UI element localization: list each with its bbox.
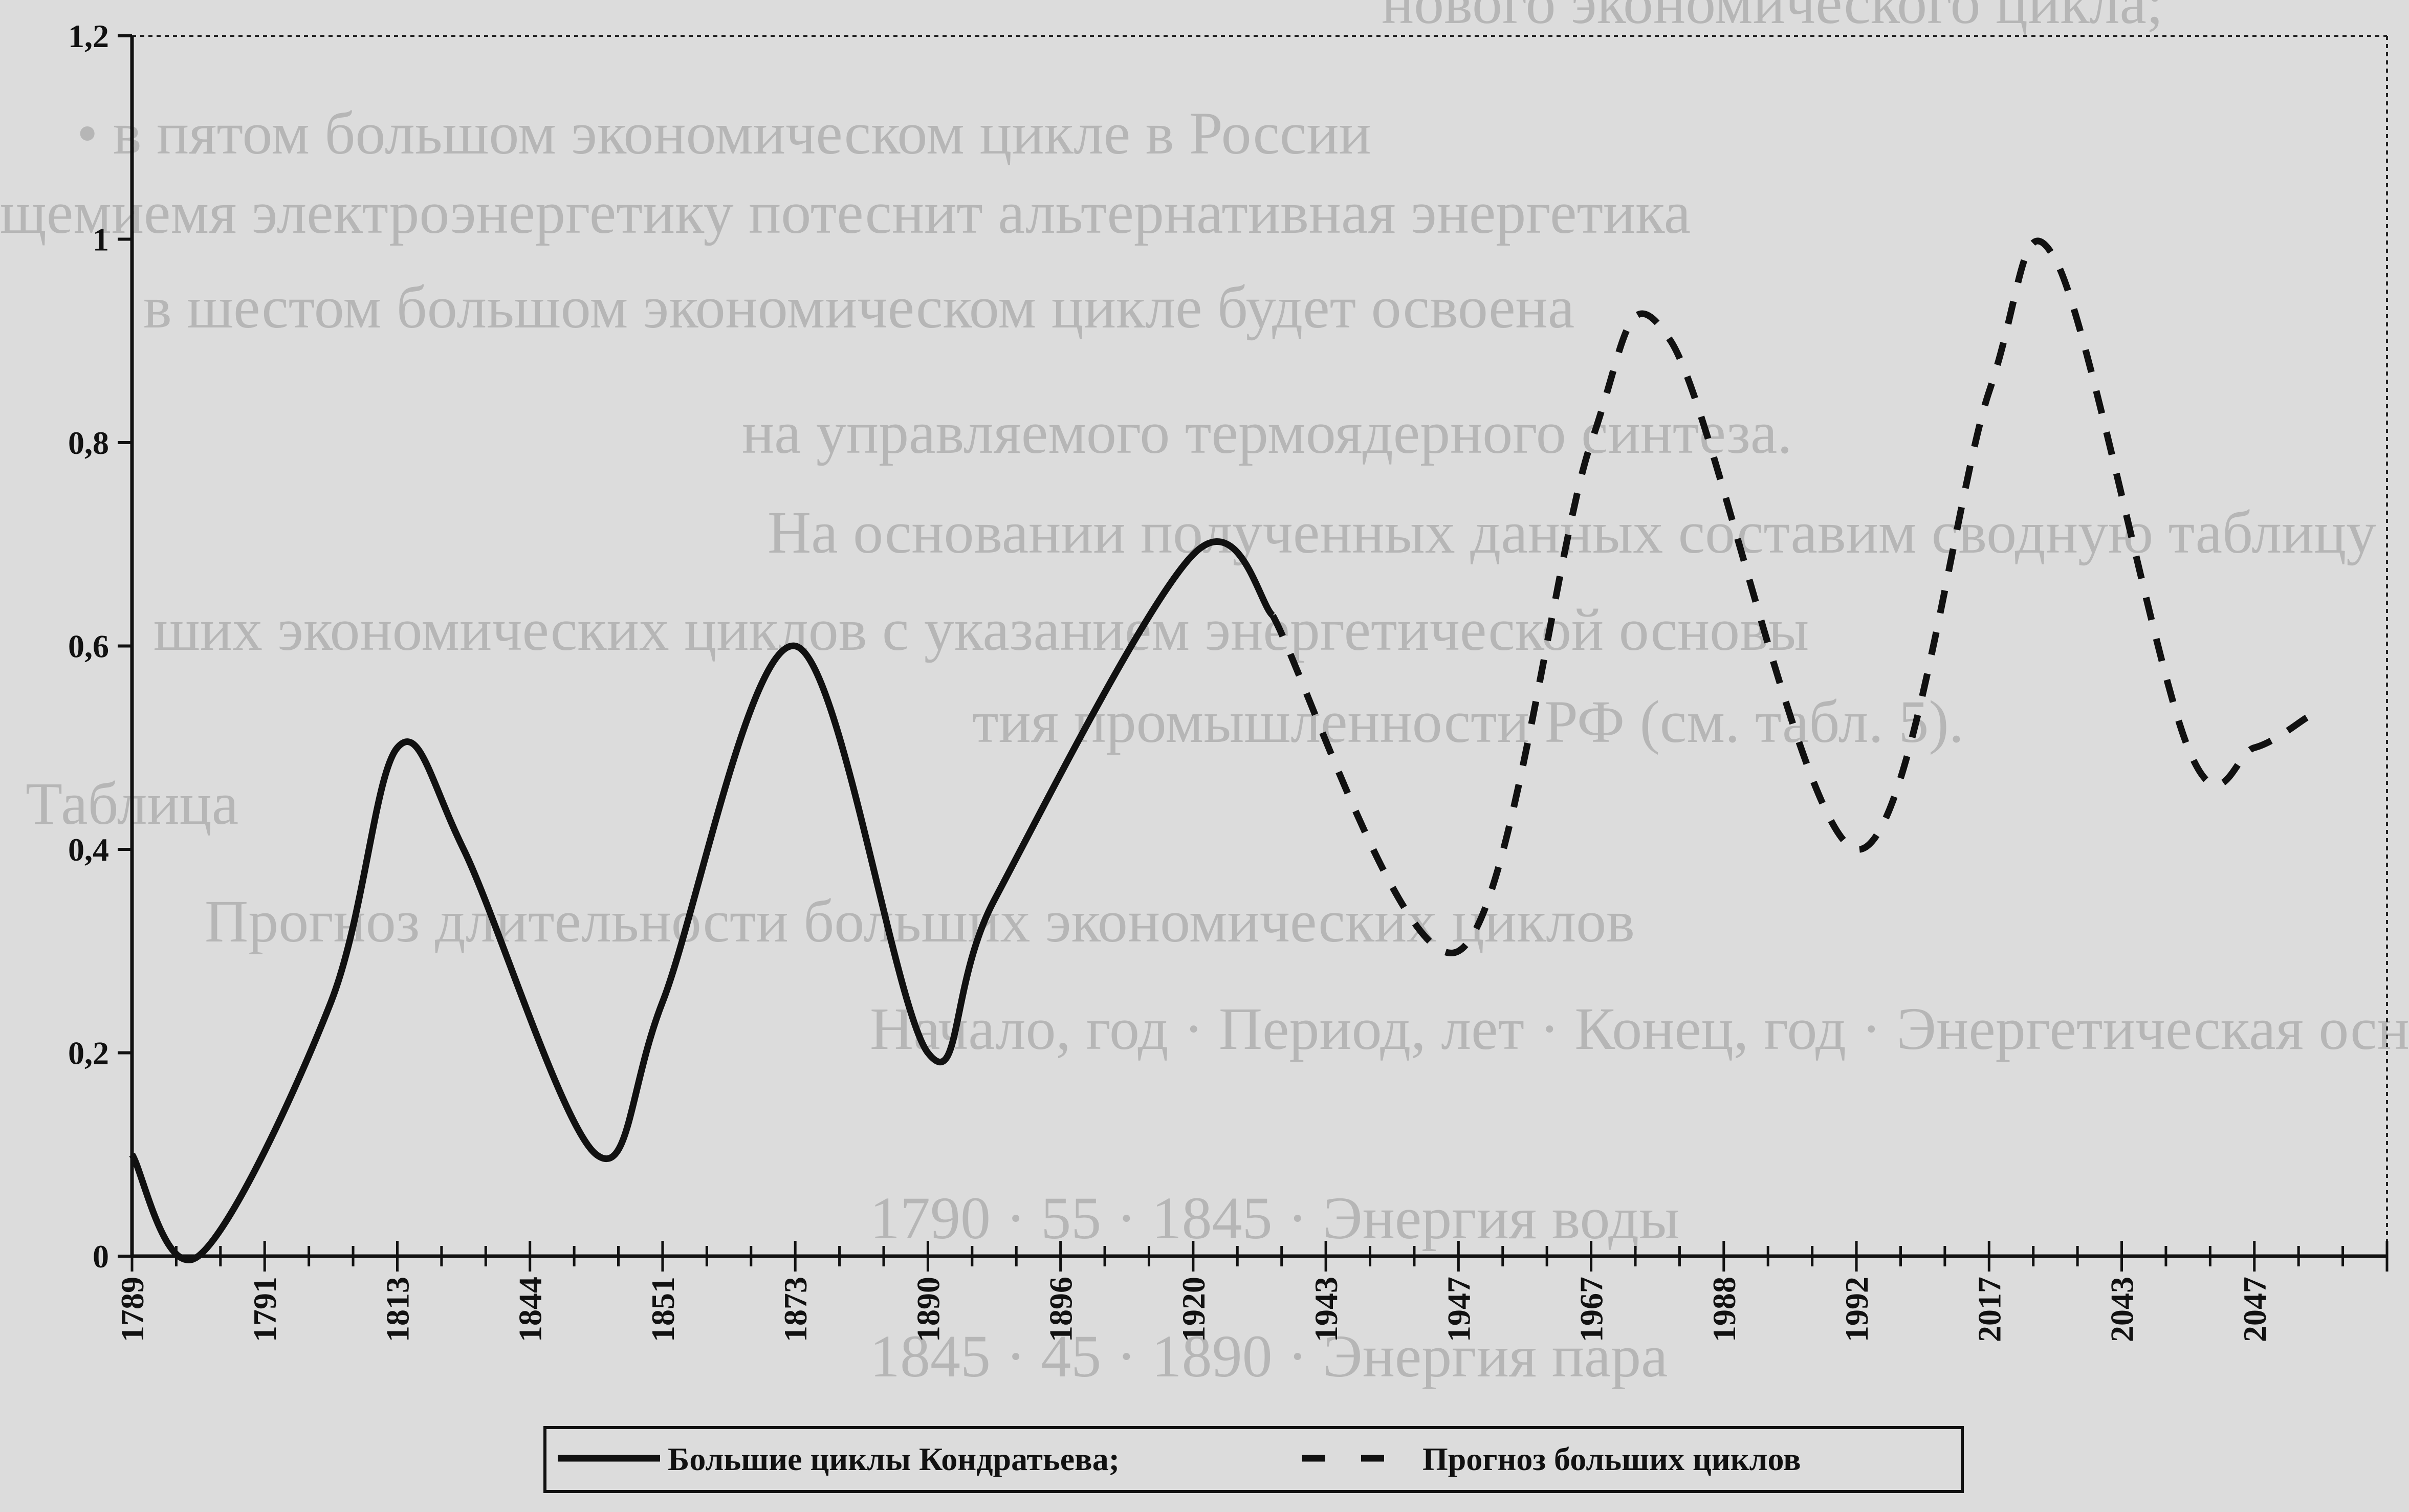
x-tick-label: 1920 <box>1175 1277 1212 1342</box>
background-bleed-text: нового экономического цикла; • в пятом бо… <box>0 0 2409 1390</box>
legend-box <box>543 1426 1964 1493</box>
x-tick-label: 1873 <box>777 1277 814 1342</box>
axes: 0 0,2 0,4 0,6 0,8 1 1,2 1789 1791 1813 1844 1851 187… <box>68 18 2389 1342</box>
x-tick-label: 1943 <box>1308 1277 1344 1342</box>
y-tick-label: 1 <box>93 222 109 258</box>
background-text-line: на управляемого термоядерного синтеза. <box>742 399 1792 466</box>
x-tick-label: 2017 <box>1971 1277 2007 1342</box>
x-tick-label: 1988 <box>1706 1277 1742 1342</box>
background-text-line: Начало, год · Период, лет · Конец, год ·… <box>870 995 2409 1062</box>
x-tick-label: 1844 <box>512 1277 549 1342</box>
y-tick-label: 1,2 <box>68 18 109 54</box>
x-tick-label: 2043 <box>2104 1277 2140 1342</box>
x-tick-label: 1890 <box>910 1277 946 1342</box>
y-tick-label: 0,8 <box>68 425 109 461</box>
background-text-line: нового экономического цикла; <box>1382 0 2163 36</box>
legend: Большие циклы Кондратьева; Прогноз больши… <box>543 1426 1964 1493</box>
x-tick-label: 1967 <box>1573 1277 1610 1342</box>
legend-label-kondratiev: Большие циклы Кондратьева; <box>668 1441 1120 1477</box>
y-tick-label: 0,6 <box>68 628 109 665</box>
series <box>129 237 2309 1263</box>
background-text-line: • в пятом большом экономическом цикле в … <box>77 100 1371 167</box>
x-tick-label: 1851 <box>645 1277 681 1342</box>
background-text-line: в шестом большом экономическом цикле буд… <box>143 274 1574 341</box>
background-text-line: 1845 · 45 · 1890 · Энергия пара <box>870 1323 1668 1390</box>
forecast-cycles-line <box>1269 237 2309 956</box>
background-text-line: Прогноз длительности больших экономическ… <box>205 888 1635 955</box>
y-tick-label: 0,2 <box>68 1035 109 1071</box>
background-text-line: щемиемя электроэнергетику потеснит альте… <box>0 179 1691 246</box>
background-text-line: тия промышленности РФ (см. табл. 5). <box>972 688 1964 755</box>
y-tick-label: 0,4 <box>68 831 109 868</box>
x-tick-label: 2047 <box>2237 1277 2273 1342</box>
background-text-line: 1790 · 55 · 1845 · Энергия воды <box>870 1185 1679 1252</box>
legend-label-forecast: Прогноз больших циклов <box>1422 1441 1801 1477</box>
x-tick-label: 1947 <box>1440 1277 1477 1342</box>
x-tick-label: 1992 <box>1838 1277 1875 1342</box>
x-tick-label: 1791 <box>247 1277 283 1342</box>
x-tick-label: 1813 <box>379 1277 415 1342</box>
kondratiev-cycles-line <box>129 538 1276 1263</box>
x-tick-label: 1896 <box>1043 1277 1079 1342</box>
y-tick-label: 0 <box>93 1238 109 1275</box>
x-tick-label: 1789 <box>114 1277 150 1342</box>
background-text-line: ших экономических циклов с указанием эне… <box>154 596 1809 663</box>
